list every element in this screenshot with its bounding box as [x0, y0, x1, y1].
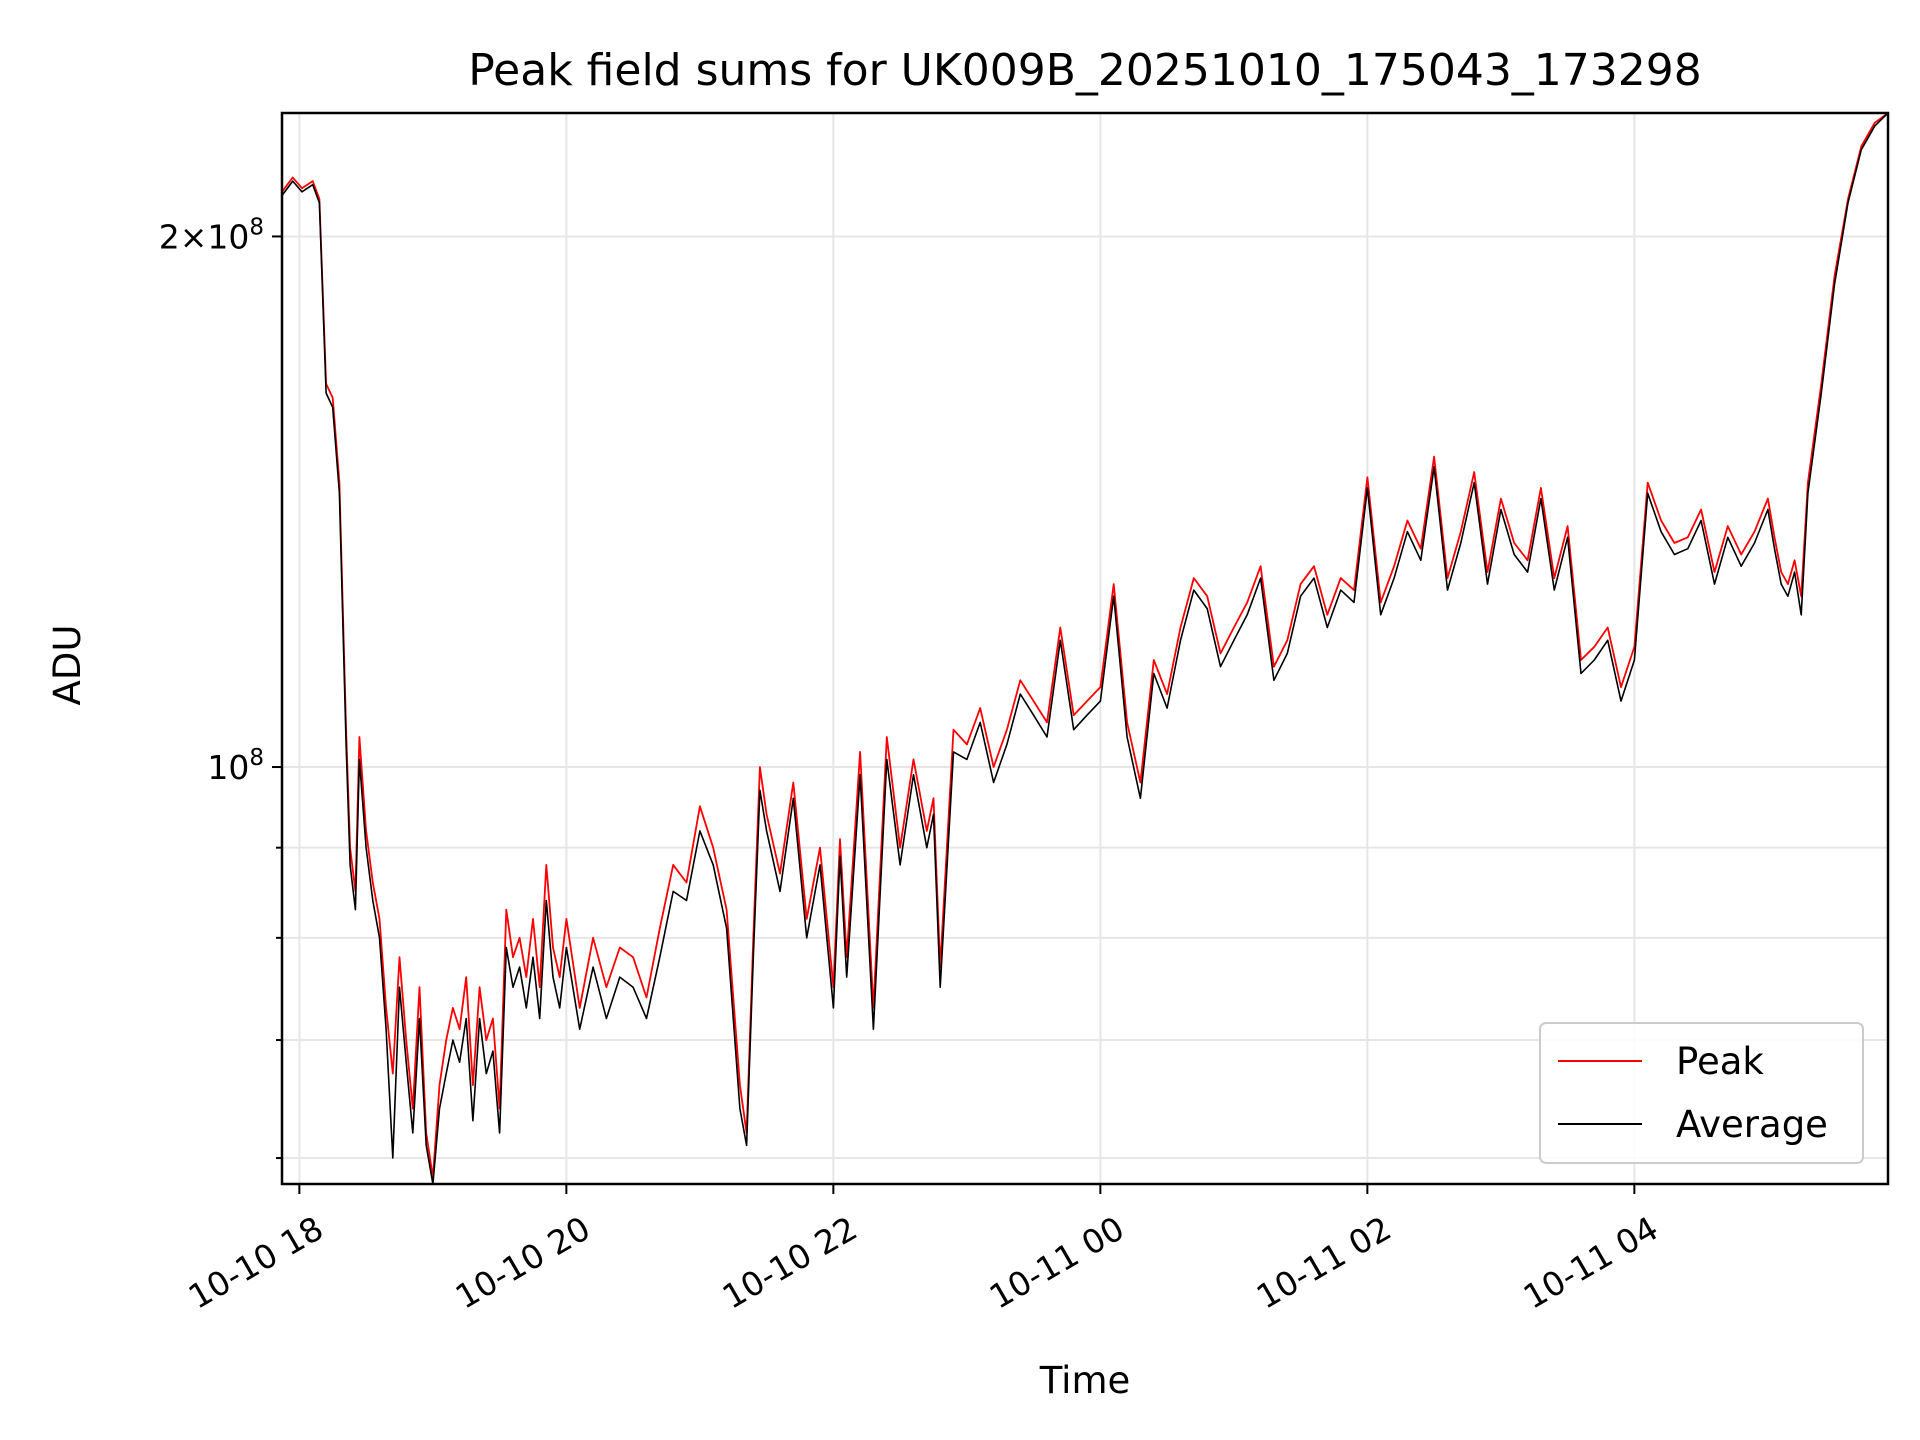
y-tick-label: 108: [207, 745, 264, 787]
legend: Peak Average: [1539, 1022, 1864, 1164]
series-layer: [282, 113, 1888, 1184]
legend-box: [1539, 1022, 1864, 1164]
y-tick-exponent: 8: [249, 214, 264, 240]
legend-label: Average: [1676, 1103, 1828, 1146]
series-line-average: [282, 113, 1888, 1184]
legend-label: Peak: [1676, 1040, 1764, 1083]
chart-title: Peak field sums for UK009B_20251010_1750…: [468, 45, 1702, 96]
y-tick-exponent: 8: [249, 745, 264, 771]
y-tick-label: 2×108: [159, 214, 264, 256]
x-axis-label: Time: [1039, 1359, 1131, 1402]
plot-frame: [280, 111, 1890, 1186]
y-axis-label: ADU: [46, 625, 89, 706]
